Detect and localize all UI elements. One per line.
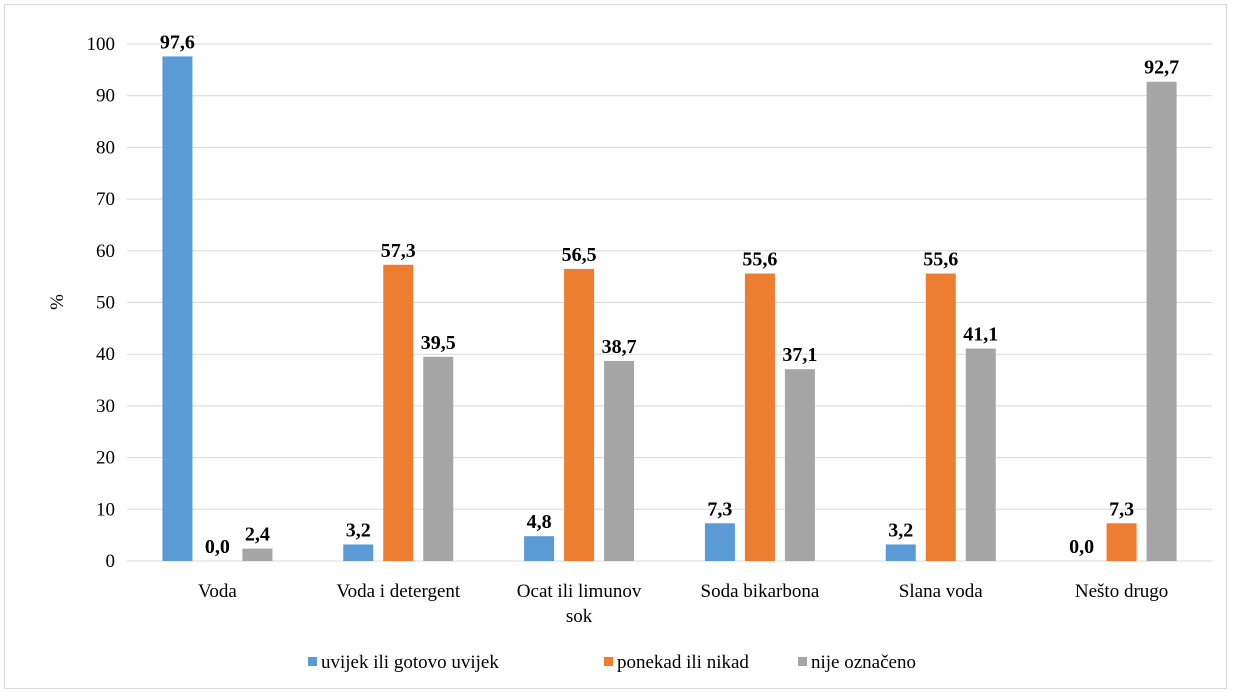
x-tick-label: Soda bikarbona — [701, 581, 820, 602]
bar-nije-označeno — [242, 548, 273, 561]
data-label: 38,7 — [602, 336, 637, 358]
data-label: 56,5 — [562, 244, 597, 266]
bar-nije-označeno — [604, 360, 635, 561]
y-axis-title: % — [47, 294, 68, 310]
bar-ponekad-ili-nikad — [564, 268, 595, 561]
data-label: 2,4 — [245, 524, 270, 546]
bar-uvijek-ili-gotovo-uvijek — [343, 544, 374, 561]
data-label: 39,5 — [421, 332, 456, 354]
bar-nije-označeno — [423, 356, 454, 561]
bar-ponekad-ili-nikad — [383, 264, 414, 561]
data-label: 57,3 — [381, 240, 416, 262]
y-tick-label: 20 — [96, 448, 115, 469]
legend-label: ponekad ili nikad — [617, 652, 749, 673]
data-label: 55,6 — [742, 249, 777, 271]
y-tick-label: 50 — [96, 293, 115, 314]
y-tick-label: 100 — [87, 34, 116, 55]
x-tick-label: Voda — [198, 581, 237, 602]
x-tick-label: Voda i detergent — [336, 581, 461, 602]
data-label: 7,3 — [707, 498, 732, 520]
x-tick-label: Nešto drugo — [1075, 581, 1168, 602]
bar-ponekad-ili-nikad — [925, 273, 956, 561]
bar-nije-označeno — [784, 369, 815, 561]
legend-swatch — [308, 657, 317, 666]
data-label: 55,6 — [923, 249, 958, 271]
data-label: 0,0 — [1069, 536, 1094, 558]
legend-label: uvijek ili gotovo uvijek — [321, 652, 499, 673]
data-label: 97,6 — [160, 31, 195, 53]
y-tick-label: 30 — [96, 396, 115, 417]
bar-nije-označeno — [1146, 81, 1177, 561]
bar-uvijek-ili-gotovo-uvijek — [524, 536, 555, 561]
data-label: 92,7 — [1144, 57, 1179, 79]
x-tick-labels: Voda Voda i detergent Ocat ili limunov sok S… — [198, 581, 1168, 627]
data-label: 7,3 — [1109, 498, 1134, 520]
y-tick-label: 70 — [96, 189, 115, 210]
data-label: 4,8 — [527, 511, 552, 533]
gridlines — [127, 43, 1212, 562]
legend-swatch — [798, 657, 807, 666]
bar-nije-označeno — [965, 348, 996, 561]
bar-uvijek-ili-gotovo-uvijek — [885, 544, 916, 561]
data-label: 41,1 — [963, 324, 998, 346]
data-labels: 97,6 3,2 4,8 7,3 3,2 0,0 0,0 57,3 56,5 55,6 55,6 7,… — [160, 31, 1179, 558]
data-label: 37,1 — [782, 344, 817, 366]
y-tick-label: 40 — [96, 344, 115, 365]
bar-uvijek-ili-gotovo-uvijek — [162, 56, 193, 562]
y-tick-label: 80 — [96, 137, 115, 158]
data-label: 3,2 — [888, 519, 913, 541]
x-tick-label: Slana voda — [899, 581, 983, 602]
y-tick-label: 10 — [96, 499, 115, 520]
x-tick-label: sok — [566, 606, 593, 627]
x-tick-label: Ocat ili limunov — [517, 581, 642, 602]
y-tick-label: 90 — [96, 86, 115, 107]
y-tick-labels: 0 10 20 30 40 50 60 70 80 90 100 — [87, 34, 116, 572]
bars — [162, 56, 1177, 562]
y-tick-label: 60 — [96, 241, 115, 262]
data-label: 0,0 — [205, 536, 230, 558]
y-tick-label: 0 — [106, 551, 116, 572]
legend-label: nije označeno — [811, 652, 916, 673]
bar-uvijek-ili-gotovo-uvijek — [704, 523, 735, 561]
bar-ponekad-ili-nikad — [1106, 523, 1137, 561]
data-label: 3,2 — [346, 519, 371, 541]
legend-swatch — [604, 657, 613, 666]
legend: uvijek ili gotovo uvijek ponekad ili nika… — [308, 652, 916, 673]
chart-frame — [4, 4, 1227, 689]
bar-ponekad-ili-nikad — [744, 273, 775, 561]
